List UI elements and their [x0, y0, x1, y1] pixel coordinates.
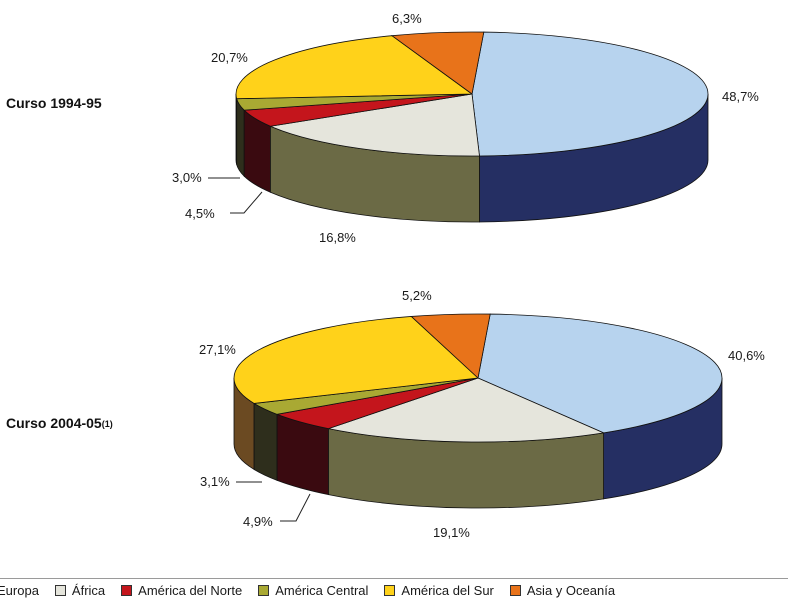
legend-item-america-del-sur: América del Sur — [384, 583, 494, 598]
slice-label-america-sur-2004: 27,1% — [199, 342, 236, 357]
slice-europa-2004 — [477, 313, 723, 434]
leader-line-america-norte-2004 — [280, 493, 311, 522]
legend-item-europa: Europa — [0, 583, 39, 598]
legend-label-africa: África — [71, 583, 106, 598]
slice-label-america-norte-2004: 4,9% — [243, 514, 273, 529]
legend-item-africa: África — [54, 583, 106, 598]
legend-swatch-africa — [54, 585, 66, 596]
slice-label-asia-oceania-1994: 6,3% — [392, 11, 422, 26]
slice-label-america-central-1994: 3,0% — [172, 170, 202, 185]
slice-side-america-central-2004 — [253, 402, 278, 481]
legend-swatch-asia-y-oceania — [509, 585, 521, 596]
legend-divider — [0, 578, 788, 579]
legend-item-america-central: América Central — [258, 583, 368, 598]
pie-1994-95 — [235, 31, 709, 223]
slice-africa-1994 — [269, 93, 480, 157]
slice-africa-2004 — [326, 377, 605, 443]
slice-label-africa-1994: 16,8% — [319, 230, 356, 245]
legend-item-asia-y-oceania: Asia y Oceanía — [509, 583, 616, 598]
slice-label-asia-oceania-2004: 5,2% — [402, 288, 432, 303]
legend-swatch-america-del-sur — [384, 585, 396, 596]
legend-label-america-del-norte: América del Norte — [138, 583, 243, 598]
slice-europa-1994 — [471, 31, 709, 157]
legend-label-europa: Europa — [0, 583, 39, 598]
legend-label-america-central: América Central — [275, 583, 369, 598]
slice-asia-y-oceania-1994 — [390, 31, 485, 95]
slice-label-europa-1994: 48,7% — [722, 89, 759, 104]
legend-swatch-america-del-norte — [121, 585, 133, 596]
slice-label-africa-2004: 19,1% — [433, 525, 470, 540]
slice-america-del-sur-2004 — [233, 316, 479, 404]
legend-swatch-america-central — [258, 585, 270, 596]
legend-item-america-del-norte: América del Norte — [121, 583, 242, 598]
slice-label-america-sur-1994: 20,7% — [211, 50, 248, 65]
legend-label-america-del-sur: América del Sur — [401, 583, 494, 598]
pie-title-1994-95: Curso 1994-95 — [6, 95, 102, 111]
pie-title-2004-05: Curso 2004-05(1) — [6, 415, 113, 431]
slice-side-america-central-1994 — [236, 98, 245, 178]
legend-label-asia-y-oceania: Asia y Oceanía — [526, 583, 616, 598]
legend-items: Europa África América del Norte América Cen… — [0, 583, 631, 598]
slice-label-america-central-2004: 3,1% — [200, 474, 230, 489]
pie-2004-05 — [233, 313, 723, 509]
chart-legend: Europa África América del Norte América Cen… — [0, 578, 788, 602]
pie-chart-1994-95: Curso 1994-95 48,7% 16,8% 4,5% 3,0% 20,7… — [6, 11, 759, 245]
pie-chart-2004-05: Curso 2004-05(1) 40,6% 19,1% 4,9% 3,1% 2… — [6, 288, 765, 540]
slice-label-america-norte-1994: 4,5% — [185, 206, 215, 221]
slice-label-europa-2004: 40,6% — [728, 348, 765, 363]
slice-asia-y-oceania-2004 — [410, 313, 491, 379]
chart-canvas: Curso 1994-95 48,7% 16,8% 4,5% 3,0% 20,7… — [6, 11, 765, 540]
leader-line-america-norte-1994 — [230, 191, 263, 214]
